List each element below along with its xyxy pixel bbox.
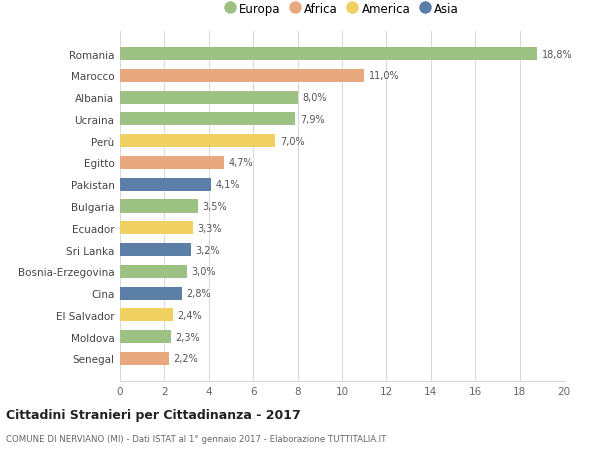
Text: Cittadini Stranieri per Cittadinanza - 2017: Cittadini Stranieri per Cittadinanza - 2…	[6, 409, 301, 421]
Text: 3,5%: 3,5%	[202, 202, 227, 212]
Text: 2,4%: 2,4%	[178, 310, 202, 320]
Bar	[120, 48, 538, 61]
Text: 3,3%: 3,3%	[198, 223, 222, 233]
Bar	[120, 135, 275, 148]
Bar	[120, 178, 211, 191]
Bar	[120, 265, 187, 278]
Bar	[120, 222, 193, 235]
Text: 4,7%: 4,7%	[229, 158, 253, 168]
Bar	[120, 308, 173, 322]
Text: 3,0%: 3,0%	[191, 267, 215, 277]
Text: 2,8%: 2,8%	[187, 288, 211, 298]
Bar	[120, 157, 224, 170]
Text: 8,0%: 8,0%	[302, 93, 326, 103]
Text: COMUNE DI NERVIANO (MI) - Dati ISTAT al 1° gennaio 2017 - Elaborazione TUTTITALI: COMUNE DI NERVIANO (MI) - Dati ISTAT al …	[6, 434, 386, 443]
Legend: Europa, Africa, America, Asia: Europa, Africa, America, Asia	[225, 3, 459, 16]
Bar	[120, 70, 364, 83]
Text: 11,0%: 11,0%	[368, 71, 399, 81]
Bar	[120, 91, 298, 105]
Text: 3,2%: 3,2%	[196, 245, 220, 255]
Text: 4,1%: 4,1%	[215, 180, 240, 190]
Text: 7,0%: 7,0%	[280, 136, 304, 146]
Text: 2,3%: 2,3%	[176, 332, 200, 342]
Bar	[120, 113, 295, 126]
Bar	[120, 200, 198, 213]
Text: 2,2%: 2,2%	[173, 353, 198, 364]
Bar	[120, 330, 171, 343]
Bar	[120, 352, 169, 365]
Text: 18,8%: 18,8%	[542, 50, 572, 60]
Bar	[120, 287, 182, 300]
Text: 7,9%: 7,9%	[300, 115, 325, 125]
Bar	[120, 243, 191, 257]
